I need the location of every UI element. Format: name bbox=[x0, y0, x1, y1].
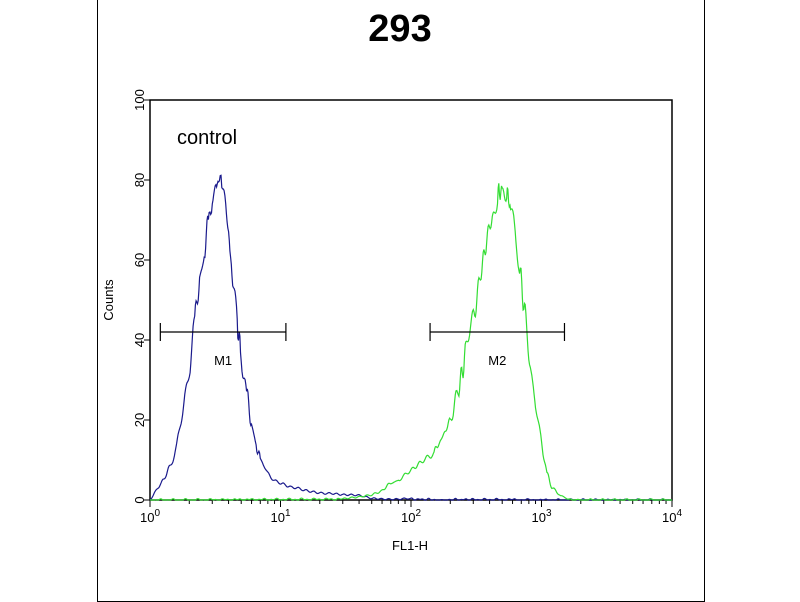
series-line-2 bbox=[149, 183, 672, 501]
y-tick-label: 80 bbox=[132, 173, 147, 187]
x-axis-label: FL1-H bbox=[392, 538, 428, 553]
y-tick-label: 0 bbox=[132, 496, 147, 503]
plot-area-border bbox=[149, 99, 673, 501]
marker-label: M2 bbox=[488, 353, 506, 368]
axes: 0 20 40 60 80 100 100 101 102 103 104 bbox=[132, 89, 682, 525]
y-tick-label: 40 bbox=[132, 333, 147, 347]
x-tick-label: 101 bbox=[270, 508, 290, 525]
chart-title: 293 bbox=[368, 8, 432, 50]
y-tick-label: 20 bbox=[132, 413, 147, 427]
x-tick-label: 100 bbox=[140, 508, 160, 525]
control-annotation: control bbox=[177, 127, 237, 149]
series-line-1 bbox=[149, 174, 672, 501]
y-tick-label: 100 bbox=[132, 89, 147, 111]
x-tick-label: 104 bbox=[662, 508, 682, 525]
marker-layer: M1 M2 bbox=[159, 323, 566, 368]
y-axis-label: Counts bbox=[101, 279, 116, 321]
x-tick-label: 102 bbox=[401, 508, 421, 525]
x-tick-label: 103 bbox=[531, 508, 551, 525]
y-tick-label: 60 bbox=[132, 253, 147, 267]
marker-label: M1 bbox=[214, 353, 232, 368]
series-layer bbox=[149, 174, 672, 501]
